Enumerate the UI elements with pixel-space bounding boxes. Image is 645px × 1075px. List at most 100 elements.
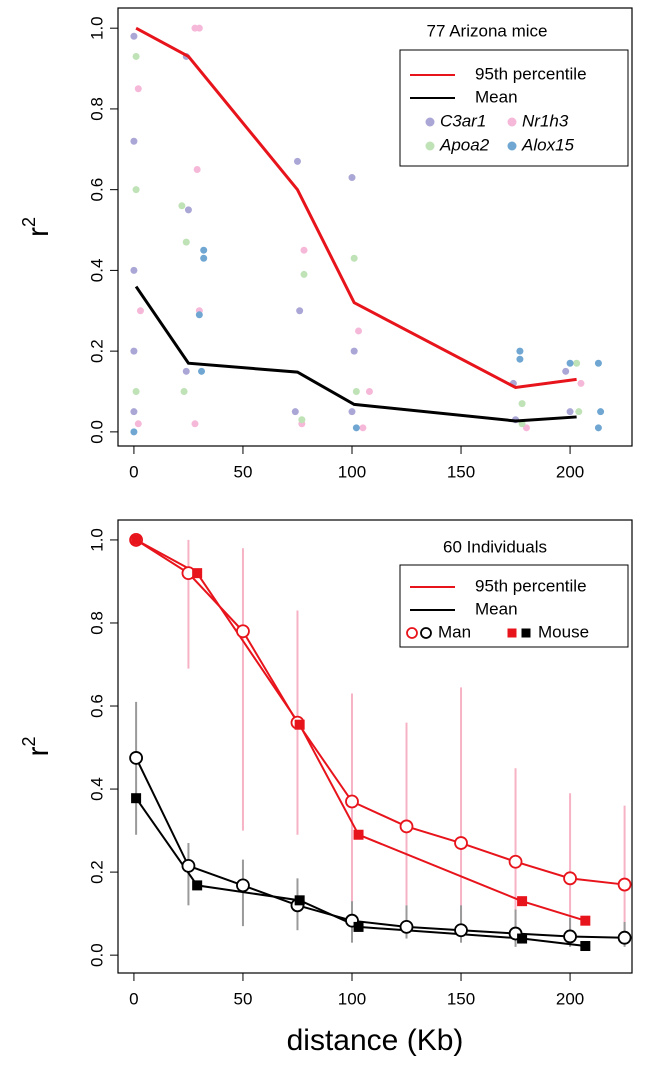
scatter-point	[516, 355, 524, 363]
y-tick-label: 0.0	[87, 943, 106, 967]
x-tick-label: 200	[556, 462, 584, 481]
scatter-point	[198, 367, 206, 375]
scatter-point	[577, 379, 585, 387]
scatter-point	[130, 266, 138, 274]
x-tick-label: 50	[233, 989, 252, 1008]
point-marker	[580, 915, 591, 926]
scatter-point	[597, 408, 605, 416]
scatter-point	[195, 311, 203, 319]
legend-label: Mean	[475, 599, 518, 618]
scatter-point	[594, 359, 602, 367]
scatter-point	[200, 254, 208, 262]
x-tick-label: 0	[129, 989, 138, 1008]
scatter-point	[132, 52, 140, 60]
point-marker	[236, 878, 250, 893]
point-marker	[399, 819, 414, 834]
legend-label: Mean	[475, 87, 518, 106]
point-marker	[454, 836, 468, 850]
y-label-base: r	[22, 227, 55, 237]
scatter-point	[352, 388, 360, 396]
scatter-point	[562, 367, 570, 375]
point-marker	[294, 719, 305, 730]
legend-swatch	[507, 117, 517, 127]
panel-title: 60 Individuals	[443, 537, 547, 556]
point-marker	[563, 871, 577, 886]
legend-marker	[406, 627, 418, 639]
point-marker	[517, 896, 528, 907]
scatter-point	[594, 424, 602, 432]
scatter-point	[575, 408, 583, 416]
legend-label: 95th percentile	[475, 576, 587, 595]
scatter-point	[178, 202, 186, 210]
scatter-point	[200, 246, 208, 254]
scatter-point	[296, 307, 304, 315]
scatter-point	[566, 408, 574, 416]
point-marker	[508, 854, 523, 869]
x-tick-label: 150	[447, 989, 475, 1008]
scatter-point	[516, 347, 524, 355]
scatter-point	[130, 408, 138, 416]
panel-title: 77 Arizona mice	[427, 21, 548, 40]
point-marker	[192, 880, 203, 891]
scatter-point	[348, 174, 356, 182]
point-marker	[129, 751, 144, 765]
point-marker	[517, 933, 528, 944]
y-tick-label: 0.4	[87, 259, 106, 283]
scatter-point	[130, 347, 138, 355]
scatter-point	[191, 420, 199, 428]
legend-marker	[420, 627, 432, 639]
point-marker	[580, 941, 591, 952]
y-tick-label: 0.8	[87, 611, 106, 635]
y-axis-label: r2	[19, 217, 55, 237]
scatter-point	[298, 416, 306, 424]
legend-swatch	[507, 141, 517, 151]
scatter-point	[136, 307, 144, 315]
scatter-point	[573, 359, 581, 367]
scatter-point	[134, 85, 142, 93]
y-tick-label: 0.6	[87, 178, 106, 202]
legend-label: Apoa2	[439, 135, 490, 154]
scatter-point	[566, 359, 574, 367]
series-line	[134, 285, 577, 423]
y-tick-label: 0.0	[87, 420, 106, 444]
scatter-point	[180, 388, 188, 396]
scatter-point	[293, 157, 301, 165]
scatter-point	[352, 424, 360, 432]
point-marker	[192, 568, 203, 579]
scatter-point	[130, 137, 138, 145]
y-tick-label: 1.0	[87, 528, 106, 552]
scatter-point	[355, 327, 363, 335]
point-marker	[563, 929, 577, 944]
point-marker	[454, 923, 468, 938]
y-label-base: r	[22, 747, 55, 757]
legend-marker	[521, 628, 531, 638]
point-marker	[353, 829, 364, 840]
x-tick-label: 0	[129, 462, 138, 481]
point-marker	[345, 794, 359, 809]
scatter-point	[518, 400, 526, 408]
legend-marker	[507, 628, 517, 638]
scatter-point	[130, 32, 138, 40]
y-tick-label: 0.8	[87, 97, 106, 121]
scatter-point	[300, 270, 308, 278]
scatter-point	[184, 206, 192, 214]
scatter-point	[132, 186, 140, 194]
series-line	[135, 757, 625, 939]
point-marker	[617, 877, 632, 892]
scatter-point	[300, 246, 308, 254]
y-tick-label: 1.0	[87, 16, 106, 40]
point-marker	[353, 921, 364, 932]
y-axis-label: r2	[19, 736, 55, 756]
x-tick-label: 100	[338, 462, 366, 481]
scatter-point	[365, 388, 373, 396]
y-tick-label: 0.6	[87, 694, 106, 718]
x-tick-label: 150	[447, 462, 475, 481]
legend-label: 95th percentile	[475, 64, 587, 83]
legend-label: C3ar1	[440, 111, 486, 130]
y-label-sup: 2	[19, 736, 39, 746]
point-marker	[617, 930, 632, 945]
scatter-point	[193, 165, 201, 173]
scatter-point	[134, 420, 142, 428]
legend-swatch	[425, 141, 435, 151]
